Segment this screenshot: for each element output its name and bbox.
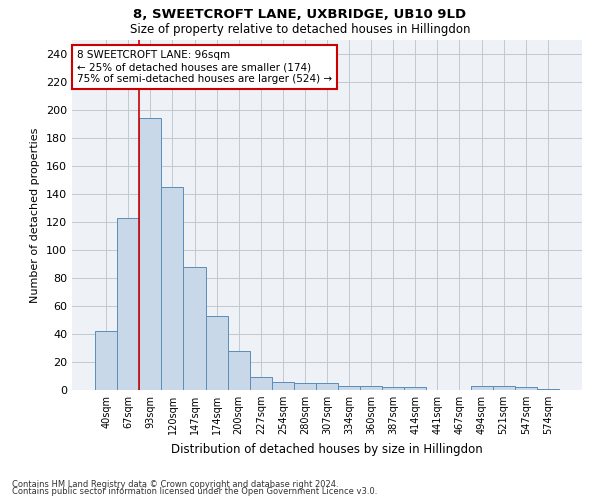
Bar — [272, 382, 294, 390]
Bar — [316, 383, 338, 390]
X-axis label: Distribution of detached houses by size in Hillingdon: Distribution of detached houses by size … — [171, 442, 483, 456]
Bar — [184, 267, 206, 390]
Text: 8 SWEETCROFT LANE: 96sqm
← 25% of detached houses are smaller (174)
75% of semi-: 8 SWEETCROFT LANE: 96sqm ← 25% of detach… — [77, 50, 332, 84]
Bar — [382, 387, 404, 390]
Bar — [537, 388, 559, 390]
Text: Size of property relative to detached houses in Hillingdon: Size of property relative to detached ho… — [130, 22, 470, 36]
Bar — [227, 351, 250, 390]
Text: Contains public sector information licensed under the Open Government Licence v3: Contains public sector information licen… — [12, 487, 377, 496]
Bar — [294, 383, 316, 390]
Bar — [161, 187, 184, 390]
Bar — [139, 118, 161, 390]
Y-axis label: Number of detached properties: Number of detached properties — [31, 128, 40, 302]
Bar — [470, 386, 493, 390]
Bar — [360, 386, 382, 390]
Bar — [95, 331, 117, 390]
Bar — [250, 378, 272, 390]
Bar — [515, 387, 537, 390]
Bar — [117, 218, 139, 390]
Bar — [206, 316, 227, 390]
Text: Contains HM Land Registry data © Crown copyright and database right 2024.: Contains HM Land Registry data © Crown c… — [12, 480, 338, 489]
Text: 8, SWEETCROFT LANE, UXBRIDGE, UB10 9LD: 8, SWEETCROFT LANE, UXBRIDGE, UB10 9LD — [133, 8, 467, 20]
Bar — [338, 386, 360, 390]
Bar — [404, 387, 427, 390]
Bar — [493, 386, 515, 390]
